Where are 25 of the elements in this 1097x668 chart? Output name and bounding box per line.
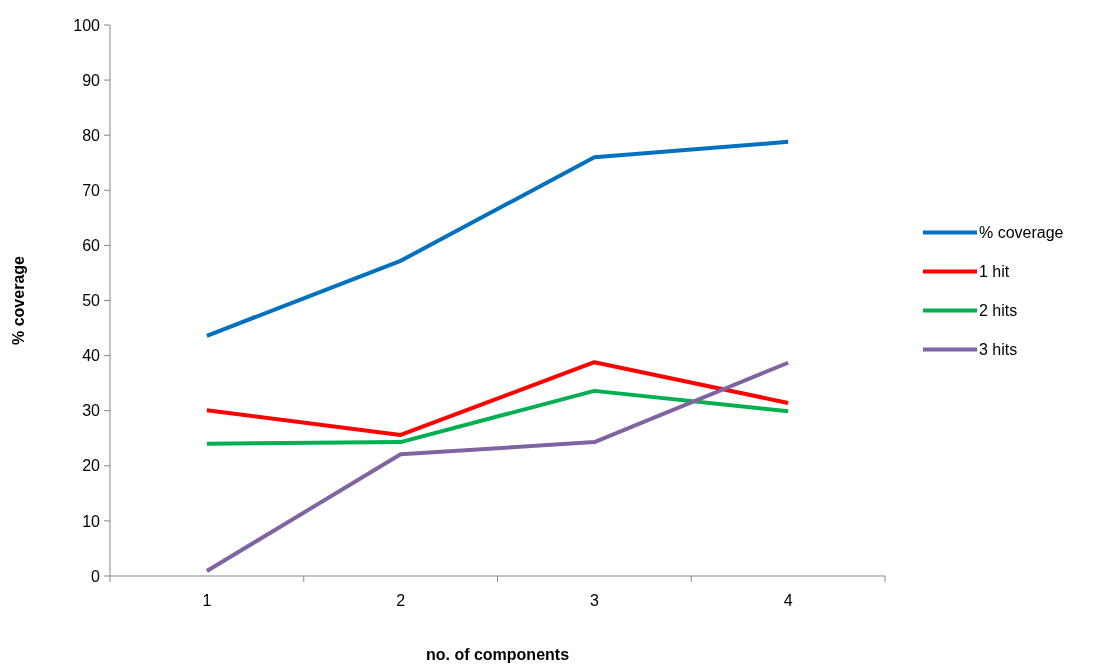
y-tick-label: 100 [73, 16, 101, 34]
legend-label: 3 hits [979, 341, 1018, 359]
y-tick-label: 90 [82, 71, 101, 89]
y-tick-label: 0 [91, 567, 101, 585]
y-tick-label: 20 [82, 457, 101, 475]
y-tick-label: 10 [82, 512, 101, 530]
line-series [204, 388, 791, 446]
x-tick-label: 2 [396, 592, 406, 609]
y-axis-title: % coverage [10, 255, 27, 345]
y-tick-label: 60 [82, 237, 101, 254]
legend-label: 1 hit [979, 263, 1010, 281]
y-tick-label: 30 [82, 402, 101, 420]
x-axis-title: no. of components [425, 646, 570, 663]
x-tick-label: 3 [589, 592, 599, 609]
legend-label: % coverage [979, 224, 1064, 242]
x-tick-label: 1 [202, 592, 212, 609]
y-tick-label: 70 [82, 181, 101, 199]
line-series [204, 360, 791, 574]
y-tick-label: 80 [82, 126, 101, 144]
y-tick-label: 50 [82, 292, 101, 310]
line-series [204, 360, 791, 437]
legend-label: 2 hits [979, 302, 1018, 320]
line-series [204, 139, 791, 338]
y-tick-label: 40 [82, 347, 101, 365]
x-tick-label: 4 [783, 592, 793, 609]
